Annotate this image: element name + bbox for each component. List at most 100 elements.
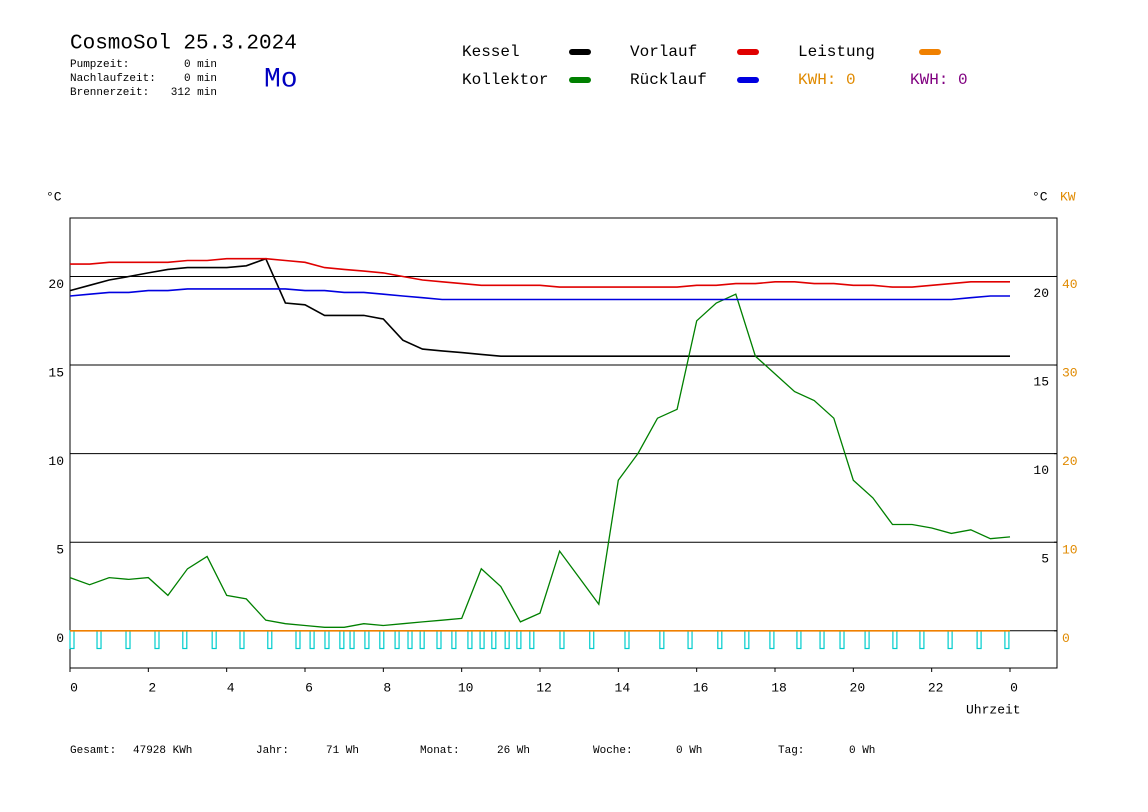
pump-pulse bbox=[976, 630, 982, 650]
pump-pulse bbox=[211, 630, 217, 650]
pump-pulse bbox=[125, 630, 131, 650]
legend-label: Kessel bbox=[462, 43, 520, 61]
series-line bbox=[70, 257, 1010, 288]
pump-pulse bbox=[796, 630, 802, 650]
pump-pulse bbox=[339, 630, 345, 650]
y-right-tick-label: 5 bbox=[1041, 552, 1049, 567]
y-tick-label: 0 bbox=[56, 631, 64, 646]
pump-pulse bbox=[1004, 630, 1010, 650]
pump-pulse bbox=[182, 630, 188, 650]
pump-pulse bbox=[919, 630, 925, 650]
y-tick-label: 10 bbox=[48, 454, 64, 469]
pump-pulse bbox=[154, 630, 160, 650]
weekday: Mo bbox=[264, 64, 298, 95]
pump-pulse bbox=[419, 630, 425, 650]
y2-tick-label: 10 bbox=[1062, 543, 1078, 558]
series-line bbox=[69, 293, 1011, 628]
y-tick-label: 5 bbox=[56, 543, 64, 558]
footer-label: Woche: bbox=[593, 745, 633, 757]
plot-frame bbox=[69, 217, 1058, 669]
pump-pulse bbox=[309, 630, 315, 650]
x-tick-label: 10 bbox=[458, 680, 474, 695]
footer-label: Monat: bbox=[420, 745, 460, 757]
pump-pulse bbox=[504, 630, 510, 650]
series-line bbox=[69, 288, 1010, 301]
y2-tick-label: 30 bbox=[1062, 365, 1078, 380]
pump-pulse bbox=[239, 630, 245, 650]
pump-pulse bbox=[589, 630, 595, 650]
y-right-tick-label: 10 bbox=[1033, 463, 1049, 478]
pump-pulse bbox=[394, 630, 400, 650]
pump-pulse bbox=[69, 630, 75, 650]
footer-value: 71 Wh bbox=[326, 745, 359, 757]
x-tick-label: 12 bbox=[536, 680, 552, 695]
y-tick-label: 15 bbox=[48, 365, 64, 380]
pump-pulse bbox=[947, 630, 953, 650]
y-right-tick-label: 20 bbox=[1033, 286, 1049, 301]
pump-pulse bbox=[744, 630, 750, 650]
pump-pulse bbox=[324, 630, 330, 650]
pump-pulse bbox=[96, 630, 102, 650]
legend-label: Rücklauf bbox=[630, 71, 707, 89]
footer-label: Gesamt: bbox=[70, 745, 116, 757]
pump-pulse bbox=[267, 630, 273, 650]
pump-pulse bbox=[624, 630, 630, 650]
pump-pulse bbox=[467, 630, 473, 650]
x-tick-label: 6 bbox=[305, 680, 313, 695]
pump-pulse bbox=[839, 630, 845, 650]
pump-pulse bbox=[436, 630, 442, 650]
x-tick-label: 0 bbox=[1010, 680, 1018, 695]
x-tick-label: 8 bbox=[383, 680, 391, 695]
pump-pulse bbox=[864, 630, 870, 650]
footer-value: 47928 KWh bbox=[133, 745, 192, 757]
y-axis-label: °C bbox=[46, 189, 62, 204]
stat-label: Nachlaufzeit: bbox=[70, 73, 156, 85]
x-tick-label: 18 bbox=[771, 680, 787, 695]
pump-pulse bbox=[687, 630, 693, 650]
pump-pulse bbox=[491, 630, 497, 650]
kwh-label: KWH: 0 bbox=[798, 71, 856, 89]
footer-label: Tag: bbox=[778, 745, 804, 757]
x-tick-label: 22 bbox=[928, 680, 944, 695]
footer-value: 26 Wh bbox=[497, 745, 530, 757]
pump-pulse bbox=[364, 630, 370, 650]
y2-tick-label: 40 bbox=[1062, 277, 1078, 292]
y-right-tick-label: 15 bbox=[1033, 374, 1049, 389]
series-line bbox=[69, 257, 1010, 357]
pump-pulse bbox=[559, 630, 565, 650]
pump-pulse bbox=[717, 630, 723, 650]
stat-label: Brennerzeit: bbox=[70, 87, 149, 99]
stat-value: 312 min bbox=[171, 87, 217, 99]
stat-value: 0 min bbox=[184, 73, 217, 85]
pump-pulse bbox=[451, 630, 457, 650]
legend-label: Leistung bbox=[798, 43, 875, 61]
pump-pulse bbox=[349, 630, 355, 650]
pump-pulse bbox=[379, 630, 385, 650]
x-tick-label: 16 bbox=[693, 680, 709, 695]
chart-title: CosmoSol 25.3.2024 bbox=[70, 33, 297, 56]
footer-value: 0 Wh bbox=[849, 745, 875, 757]
x-tick-label: 2 bbox=[148, 680, 156, 695]
y-tick-label: 20 bbox=[48, 277, 64, 292]
x-tick-label: 0 bbox=[70, 680, 78, 695]
pump-pulse bbox=[479, 630, 485, 650]
pump-pulse bbox=[529, 630, 535, 650]
pump-pulse bbox=[407, 630, 413, 650]
y2-tick-label: 20 bbox=[1062, 454, 1078, 469]
footer-label: Jahr: bbox=[256, 745, 289, 757]
y2-tick-label: 0 bbox=[1062, 631, 1070, 646]
kwh-label: KWH: 0 bbox=[910, 71, 968, 89]
x-tick-label: 20 bbox=[850, 680, 866, 695]
y2-axis-label: KW bbox=[1060, 189, 1076, 204]
x-axis-label: Uhrzeit bbox=[966, 702, 1021, 717]
pump-pulse bbox=[819, 630, 825, 650]
pump-pulse bbox=[659, 630, 665, 650]
legend-label: Vorlauf bbox=[630, 43, 697, 61]
stat-value: 0 min bbox=[184, 59, 217, 71]
pump-pulse bbox=[516, 630, 522, 650]
pump-pulse bbox=[295, 630, 301, 650]
pump-pulse bbox=[892, 630, 898, 650]
pump-pulse bbox=[769, 630, 775, 650]
